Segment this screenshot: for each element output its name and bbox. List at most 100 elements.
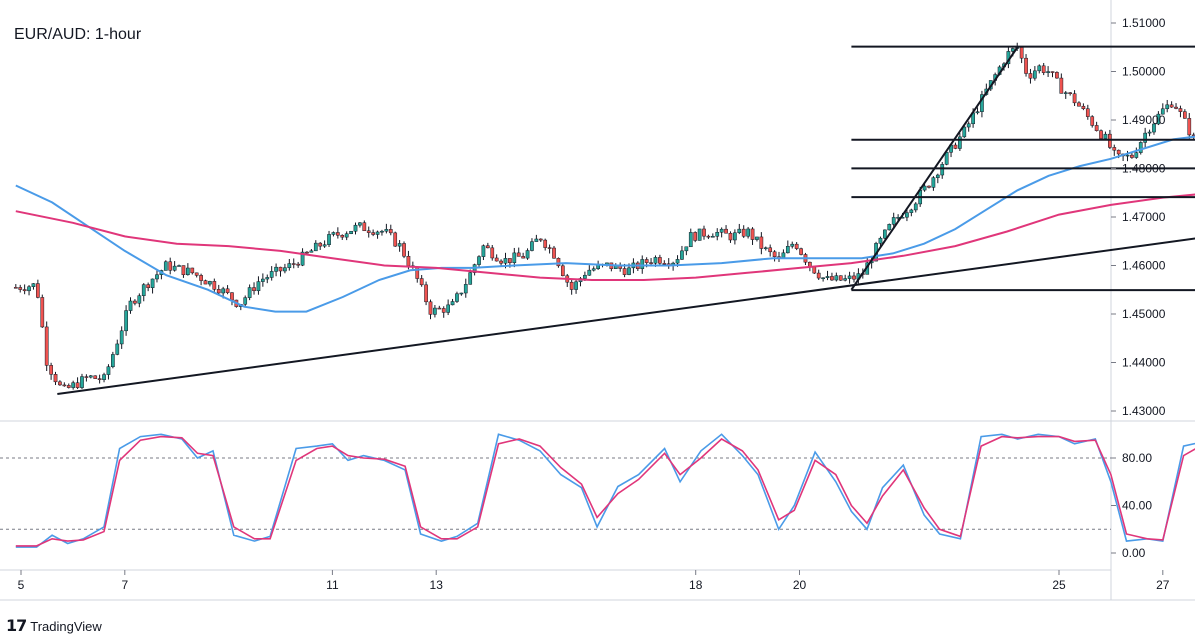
candle	[225, 285, 230, 295]
price-tick-label: 1.47000	[1122, 210, 1166, 224]
candle	[799, 247, 803, 256]
candle	[366, 226, 371, 238]
time-tick-label: 5	[18, 578, 25, 592]
candle	[878, 236, 883, 248]
candle	[322, 240, 327, 248]
candle	[31, 283, 36, 290]
candle	[565, 273, 570, 287]
candle	[27, 285, 31, 296]
candle	[269, 266, 274, 281]
candle	[790, 241, 795, 249]
price-axis[interactable]: 1.51000 1.50000 1.49000 1.48000 1.47000 1.460…	[1111, 16, 1166, 418]
candle	[578, 277, 583, 287]
candle	[397, 240, 402, 252]
candle	[1077, 101, 1081, 107]
candle	[243, 295, 248, 308]
candle	[1081, 103, 1086, 111]
candle	[1112, 144, 1117, 156]
candle	[1183, 109, 1187, 119]
candle	[318, 242, 323, 250]
candle	[433, 305, 437, 318]
candle	[424, 281, 428, 306]
candle	[794, 242, 799, 251]
candle	[327, 230, 331, 248]
candle	[958, 133, 962, 151]
time-tick-label: 11	[326, 578, 339, 592]
tradingview-logo-icon: 𝟭𝟳	[6, 618, 27, 635]
time-axis[interactable]: 57111318202527May4	[18, 570, 1195, 592]
candle	[349, 230, 353, 235]
candle	[680, 245, 684, 260]
oscillator-line-1	[15, 433, 1195, 548]
candle	[305, 251, 309, 254]
candle	[283, 263, 287, 274]
candle	[697, 228, 702, 241]
candle	[1165, 99, 1170, 113]
candle	[362, 220, 367, 232]
candle	[755, 236, 759, 242]
candle	[490, 245, 495, 261]
candle	[111, 351, 115, 369]
candle	[821, 277, 825, 282]
candle	[1134, 147, 1139, 159]
candle	[463, 278, 468, 298]
candle	[353, 222, 358, 235]
candle	[93, 375, 98, 379]
candle	[719, 227, 724, 238]
candle	[172, 261, 177, 272]
candle	[80, 373, 84, 390]
candle	[1187, 113, 1192, 140]
candle	[838, 275, 843, 281]
candle	[137, 293, 142, 308]
candle	[75, 377, 80, 390]
candle	[538, 238, 543, 242]
trendlines[interactable]	[57, 46, 1195, 396]
candle	[1041, 62, 1046, 76]
candle	[662, 260, 667, 266]
candle	[102, 372, 106, 383]
price-tick-label: 1.51000	[1122, 16, 1166, 30]
candle	[516, 247, 521, 257]
candle	[340, 234, 345, 240]
candle	[1033, 66, 1037, 81]
candle	[88, 374, 93, 379]
candle	[1046, 66, 1050, 77]
candle	[883, 229, 887, 240]
candle	[1037, 64, 1042, 74]
candle	[741, 225, 746, 238]
price-tick-label: 1.43000	[1122, 404, 1166, 418]
candle	[746, 226, 750, 239]
candle	[560, 263, 565, 277]
candle	[335, 227, 340, 239]
fibonacci-retracement[interactable]: 0.00%(1.50512)38.20%(1.48594)50.00%(1.48…	[851, 33, 1195, 292]
candle	[446, 299, 450, 316]
candle	[1024, 54, 1028, 77]
candle	[785, 240, 790, 254]
candle	[13, 284, 18, 289]
oscillator-axis[interactable]: 80.00 40.00 0.00	[1111, 451, 1152, 560]
candle	[684, 246, 689, 256]
candle	[1103, 131, 1108, 140]
candle	[181, 265, 186, 278]
candle	[203, 279, 208, 285]
moving-average-line-2	[15, 193, 1195, 281]
candle	[913, 202, 918, 213]
oscillator-tick-label: 0.00	[1122, 546, 1146, 560]
time-tick-label: 20	[793, 578, 807, 592]
tradingview-brand[interactable]: 𝟭𝟳 TradingView	[6, 616, 102, 636]
candle	[133, 299, 137, 306]
candle	[300, 248, 305, 267]
candle	[71, 380, 76, 390]
trendline-1[interactable]	[57, 202, 1195, 396]
candle	[66, 383, 71, 389]
candle	[287, 258, 292, 271]
candle	[693, 231, 698, 243]
candle	[97, 374, 102, 384]
candle	[44, 321, 49, 372]
candle	[887, 223, 892, 231]
candle	[940, 162, 945, 179]
oscillator-tick-label: 40.00	[1122, 499, 1152, 513]
candle	[710, 233, 715, 238]
candle	[1063, 90, 1068, 99]
